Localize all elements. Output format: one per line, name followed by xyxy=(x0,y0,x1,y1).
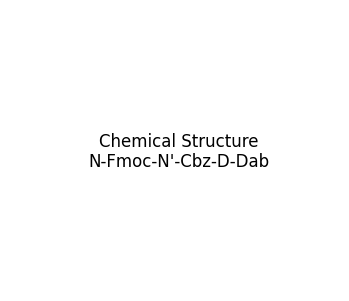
Text: Chemical Structure
N-Fmoc-N'-Cbz-D-Dab: Chemical Structure N-Fmoc-N'-Cbz-D-Dab xyxy=(88,133,269,171)
